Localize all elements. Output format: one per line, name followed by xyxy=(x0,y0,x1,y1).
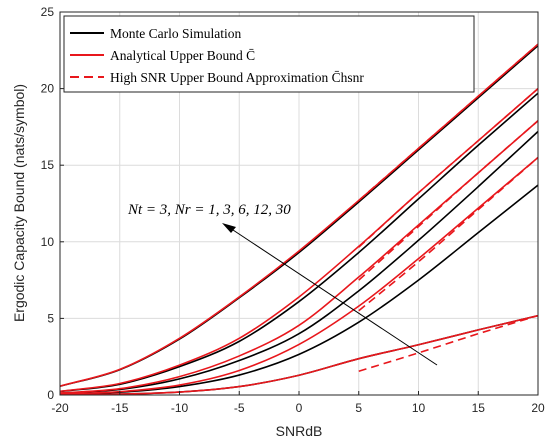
x-tick-label: 10 xyxy=(412,401,426,415)
x-tick-label: 0 xyxy=(296,401,303,415)
annotation-arrow-line xyxy=(229,227,438,366)
legend-label-high-snr: High SNR Upper Bound Approximation C̄hsn… xyxy=(110,70,364,85)
y-axis-label: Ergodic Capacity Bound (nats/symbol) xyxy=(11,84,27,322)
series-line-high-snr-5 xyxy=(358,43,539,202)
series-line-analytical-3 xyxy=(59,120,539,394)
tick-labels: -20 -15 -10 -5 0 5 10 15 20 0 5 10 15 20 25 xyxy=(41,5,545,415)
series-layer xyxy=(59,43,539,396)
x-tick-label: 15 xyxy=(472,401,486,415)
y-tick-label: 0 xyxy=(47,388,54,402)
x-axis-label: SNRdB xyxy=(276,423,323,439)
series-line-high-snr-4 xyxy=(358,87,539,248)
legend-box xyxy=(63,15,475,93)
annotation-arrow-head xyxy=(222,223,236,233)
series-line-monte-carlo-3 xyxy=(59,130,539,395)
x-tick-label: 20 xyxy=(531,401,545,415)
y-tick-label: 25 xyxy=(41,5,55,19)
series-line-analytical-2 xyxy=(59,156,539,395)
series-line-high-snr-2 xyxy=(358,156,539,312)
x-tick-label: -5 xyxy=(234,401,245,415)
y-tick-label: 10 xyxy=(41,235,55,249)
x-tick-label: -20 xyxy=(51,401,69,415)
series-line-high-snr-1 xyxy=(358,314,539,373)
x-tick-label: -15 xyxy=(111,401,129,415)
y-tick-label: 15 xyxy=(41,158,55,172)
series-line-monte-carlo-4 xyxy=(59,92,539,393)
annotation-label: Nt = 3, Nr = 1, 3, 6, 12, 30 xyxy=(127,202,291,218)
x-tick-label: -10 xyxy=(171,401,189,415)
legend: Monte Carlo Simulation Analytical Upper … xyxy=(63,15,475,93)
series-line-monte-carlo-2 xyxy=(59,184,539,395)
legend-label-analytical: Analytical Upper Bound C̄ xyxy=(110,48,255,63)
y-tick-label: 20 xyxy=(41,82,55,96)
series-line-analytical-4 xyxy=(59,87,539,393)
series-line-high-snr-3 xyxy=(358,120,539,281)
x-tick-label: 5 xyxy=(355,401,362,415)
series-line-analytical-1 xyxy=(59,314,539,396)
legend-label-monte-carlo: Monte Carlo Simulation xyxy=(110,26,241,41)
y-tick-label: 5 xyxy=(47,311,54,325)
